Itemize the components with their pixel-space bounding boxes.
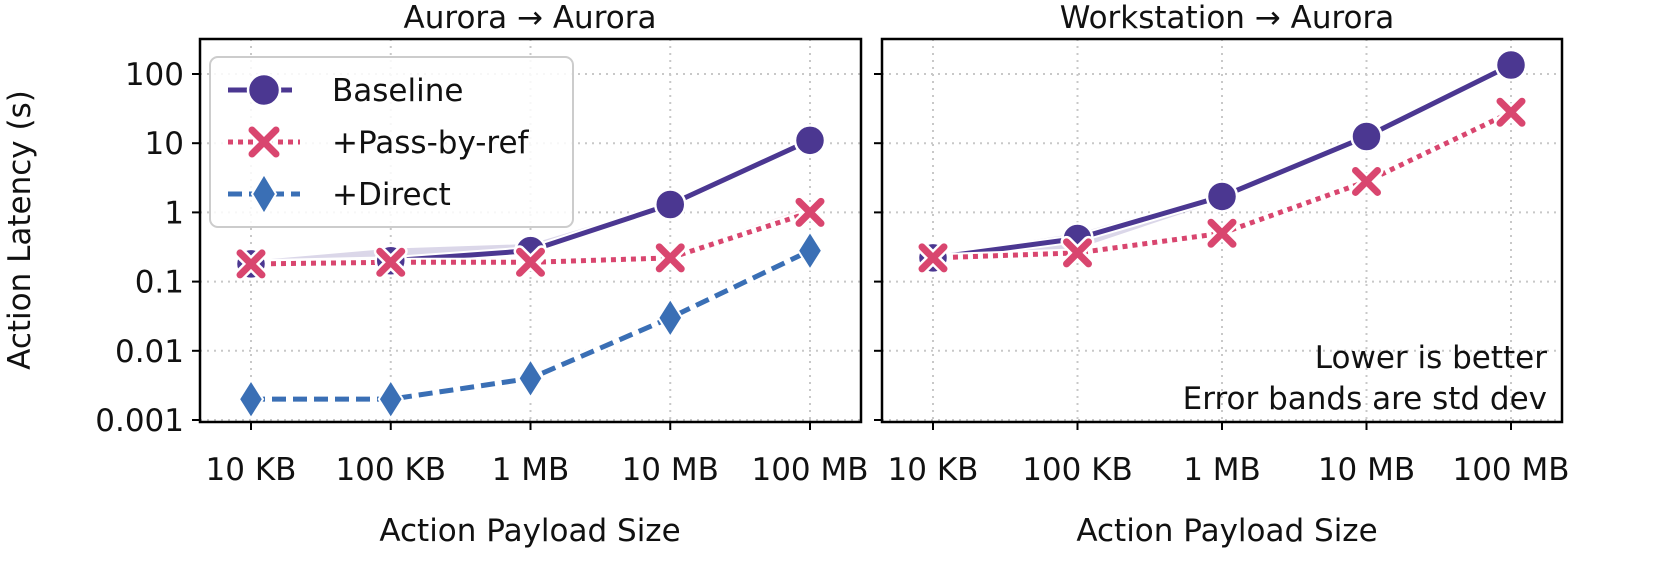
point-pass-by-ref: [795, 197, 825, 227]
x-tick-label: 10 MB: [1318, 452, 1415, 488]
x-tick-label: 1 MB: [492, 452, 570, 488]
point-baseline: [1350, 120, 1383, 153]
x-tick-label: 10 KB: [888, 452, 979, 488]
point-direct: [796, 229, 824, 272]
legend: Baseline +Pass-by-ref +Direct: [209, 56, 574, 228]
y-tick-label: 0.1: [135, 265, 184, 301]
series-markers: [916, 48, 1528, 275]
x-tick-label: 100 MB: [751, 452, 868, 488]
y-tick-label: 10: [145, 126, 184, 162]
y-tick-label: 0.01: [115, 334, 184, 370]
point-baseline: [654, 188, 687, 221]
annotation-lower-is-better: Lower is better: [1315, 340, 1547, 376]
point-pass-by-ref: [376, 247, 406, 277]
series-line-pass-by-ref: [250, 210, 811, 267]
panel-title: Workstation → Aurora: [1060, 0, 1395, 36]
point-direct: [517, 357, 544, 400]
point-direct: [377, 378, 404, 421]
legend-circle-marker-icon: [246, 72, 282, 108]
legend-label-baseline: Baseline: [332, 73, 463, 109]
legend-entry-baseline: Baseline: [228, 72, 463, 109]
x-axis-label: Action Payload Size: [1076, 513, 1377, 549]
legend-entry-pass-by-ref: +Pass-by-ref: [228, 124, 530, 161]
point-baseline: [1494, 48, 1528, 82]
legend-frame: [209, 56, 574, 228]
x-tick-label: 100 KB: [335, 452, 446, 488]
point-direct: [237, 378, 265, 421]
point-pass-by-ref: [1063, 238, 1092, 268]
panel-workstation-to-aurora: Workstation → Aurora Action Payload Size…: [874, 0, 1570, 549]
panel-title: Aurora → Aurora: [404, 0, 657, 36]
x-tick-label: 100 MB: [1452, 452, 1569, 488]
point-pass-by-ref: [1207, 218, 1237, 248]
legend-label-pass-by-ref: +Pass-by-ref: [332, 125, 530, 161]
point-pass-by-ref: [1352, 166, 1381, 196]
point-baseline: [1205, 180, 1239, 213]
axes: 10 KB 100 KB 1 MB 10 MB 100 MB: [874, 37, 1570, 488]
point-baseline: [793, 124, 827, 157]
legend-entry-direct: +Direct: [228, 172, 451, 216]
point-pass-by-ref: [516, 247, 545, 277]
x-tick-label: 10 MB: [622, 452, 719, 488]
gridlines: [882, 39, 1562, 422]
legend-diamond-marker-icon: [250, 172, 278, 216]
point-direct: [657, 296, 684, 339]
point-pass-by-ref: [236, 249, 266, 279]
x-axis-label: Action Payload Size: [379, 513, 680, 549]
point-pass-by-ref: [1496, 97, 1526, 127]
series-markers: [234, 124, 827, 421]
y-tick-label: 1: [164, 195, 184, 231]
annotation-error-bands: Error bands are std dev: [1183, 381, 1547, 417]
y-tick-label: 100: [125, 57, 184, 93]
x-tick-label: 1 MB: [1183, 452, 1261, 488]
point-pass-by-ref: [655, 243, 685, 273]
y-tick-label: 0.001: [95, 403, 184, 439]
axes: 10 KB 100 KB 1 MB 10 MB 100 MB 0.001 0.01 0.1 1 1…: [95, 37, 869, 488]
y-axis-label: Action Latency (s): [2, 90, 38, 370]
point-pass-by-ref: [918, 243, 948, 273]
x-tick-label: 100 KB: [1022, 452, 1133, 488]
legend-x-marker-fill: [248, 126, 280, 158]
x-tick-label: 10 KB: [206, 452, 297, 488]
legend-label-direct: +Direct: [332, 177, 451, 213]
